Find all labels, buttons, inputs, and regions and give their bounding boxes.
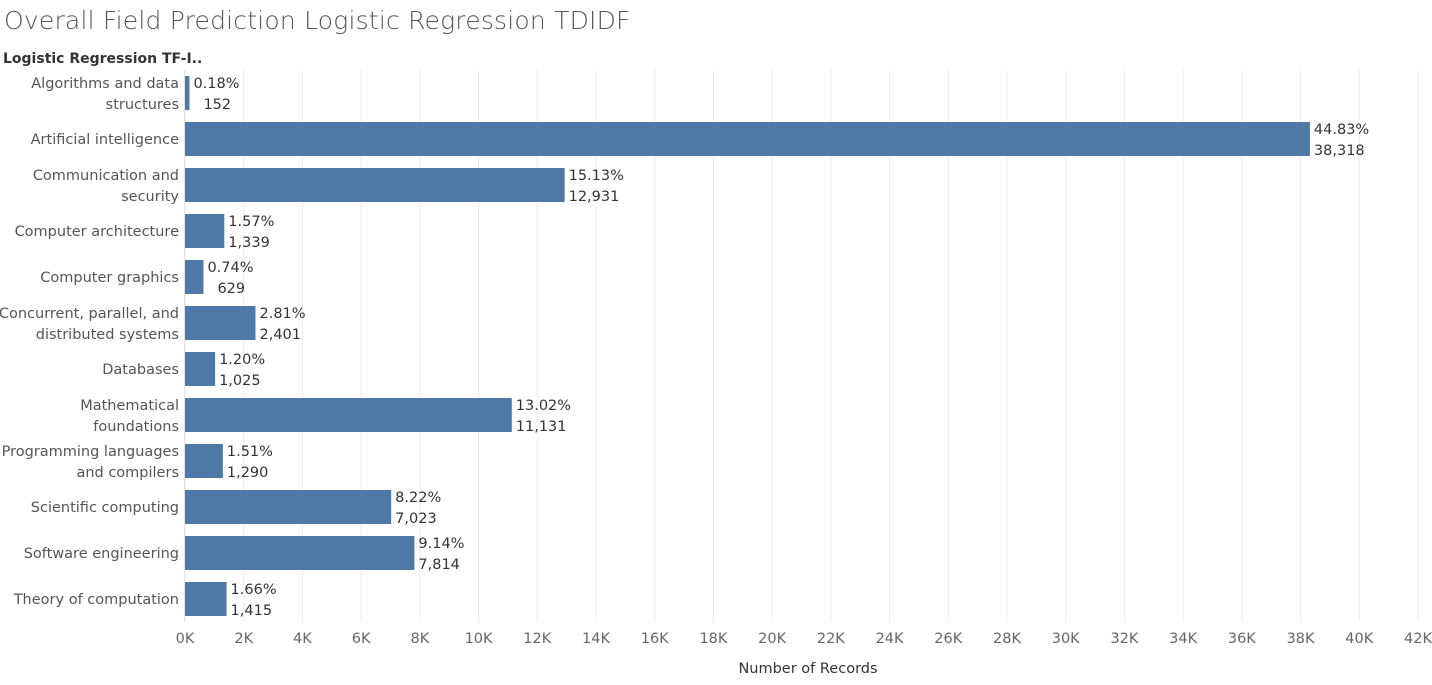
percent-label: 1.51% [227,444,273,460]
percent-label: 1.66% [231,582,277,598]
value-label: 1,025 [219,373,261,389]
value-label: 1,290 [227,465,269,481]
x-tick-label: 38K [1287,631,1315,647]
chart-title: Overall Field Prediction Logistic Regres… [4,6,631,35]
category-label: security [121,189,179,205]
x-tick-label: 6K [352,631,371,647]
bar[interactable] [185,76,190,110]
x-tick-label: 20K [758,631,786,647]
value-label: 7,814 [418,557,460,573]
x-tick-label: 22K [817,631,845,647]
category-label: and compilers [76,465,179,481]
x-axis-title: Number of Records [738,661,877,677]
percent-label: 1.20% [219,352,265,368]
x-tick-label: 28K [993,631,1021,647]
category-label: foundations [93,419,179,435]
bar[interactable] [185,582,227,616]
value-label: 152 [203,97,231,113]
row-axis-header: Logistic Regression TF-I.. [3,51,203,67]
percent-label: 0.18% [193,76,239,92]
value-label: 12,931 [569,189,620,205]
category-label: distributed systems [36,327,179,343]
category-label: Programming languages [2,444,179,460]
x-tick-label: 0K [176,631,195,647]
category-label: Communication and [33,168,179,184]
category-label: Computer graphics [40,270,179,286]
value-label: 11,131 [516,419,567,435]
bar[interactable] [185,490,392,524]
value-label: 629 [217,281,245,297]
percent-label: 8.22% [395,490,441,506]
category-label: Artificial intelligence [31,132,179,148]
bar[interactable] [185,214,225,248]
bar[interactable] [185,122,1310,156]
value-label: 1,339 [228,235,270,251]
x-tick-label: 18K [699,631,727,647]
x-tick-label: 10K [465,631,493,647]
category-label: Theory of computation [13,592,179,608]
category-label: Concurrent, parallel, and [0,306,179,322]
x-tick-label: 26K [934,631,962,647]
x-tick-label: 36K [1228,631,1256,647]
percent-label: 15.13% [569,168,624,184]
bar[interactable] [185,168,565,202]
category-label: structures [106,97,179,113]
value-label: 7,023 [395,511,437,527]
bar[interactable] [185,306,256,340]
bar[interactable] [185,444,223,478]
percent-label: 9.14% [418,536,464,552]
x-tick-label: 14K [582,631,610,647]
value-label: 38,318 [1314,143,1365,159]
percent-label: 44.83% [1314,122,1369,138]
x-tick-label: 8K [410,631,429,647]
x-tick-label: 12K [523,631,551,647]
percent-label: 13.02% [516,398,571,414]
category-label: Computer architecture [15,224,180,240]
x-tick-label: 24K [876,631,904,647]
value-label: 1,415 [231,603,273,619]
bar[interactable] [185,536,415,570]
x-tick-label: 40K [1345,631,1373,647]
x-tick-label: 42K [1404,631,1432,647]
value-label: 2,401 [259,327,301,343]
bar[interactable] [185,352,216,386]
percent-label: 2.81% [259,306,305,322]
bar[interactable] [185,260,204,294]
x-tick-label: 30K [1052,631,1080,647]
bar[interactable] [185,398,512,432]
category-label: Databases [102,362,179,378]
x-tick-label: 2K [234,631,253,647]
category-label: Software engineering [24,546,179,562]
x-tick-label: 32K [1110,631,1138,647]
x-tick-label: 16K [641,631,669,647]
percent-label: 1.57% [228,214,274,230]
percent-label: 0.74% [207,260,253,276]
x-tick-label: 4K [293,631,312,647]
category-label: Mathematical [80,398,179,414]
x-tick-label: 34K [1169,631,1197,647]
category-label: Scientific computing [31,500,179,516]
category-label: Algorithms and data [31,76,179,92]
